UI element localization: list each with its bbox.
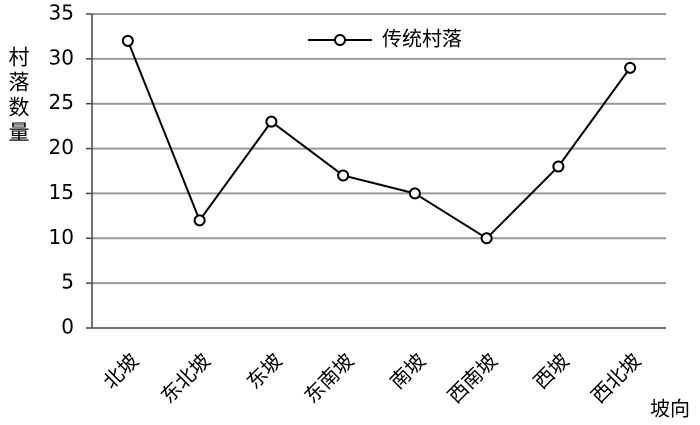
data-point xyxy=(408,187,421,200)
data-point xyxy=(193,214,206,227)
x-tick-label: 北坡 xyxy=(98,348,143,393)
y-tick-label: 10 xyxy=(49,225,74,249)
x-tick-label: 东北坡 xyxy=(156,348,215,407)
data-point xyxy=(552,160,565,173)
x-tick-label: 西北坡 xyxy=(586,348,645,407)
data-point xyxy=(121,34,134,47)
data-line xyxy=(126,40,631,240)
data-point xyxy=(337,169,350,182)
y-tick-label: 0 xyxy=(61,315,74,339)
x-tick-label: 东南坡 xyxy=(299,348,358,407)
x-tick-label: 南坡 xyxy=(385,348,430,393)
data-point xyxy=(480,232,493,245)
y-tick-label: 5 xyxy=(61,270,74,294)
legend-label: 传统村落 xyxy=(382,27,462,51)
y-tick-label: 35 xyxy=(49,1,74,25)
x-tick-label: 西坡 xyxy=(529,348,574,393)
y-tick-label: 20 xyxy=(49,135,74,159)
data-point xyxy=(265,115,278,128)
x-tick-label: 东坡 xyxy=(242,348,287,393)
x-tick-label: 西南坡 xyxy=(443,348,502,407)
y-tick-label: 15 xyxy=(49,180,74,204)
x-axis-label: 坡向 xyxy=(650,397,690,421)
y-tick-label: 25 xyxy=(49,90,74,114)
data-point xyxy=(624,61,637,74)
y-axis-label: 村落数量 xyxy=(6,46,30,146)
y-tick-label: 30 xyxy=(49,45,74,69)
legend-marker xyxy=(334,34,346,46)
